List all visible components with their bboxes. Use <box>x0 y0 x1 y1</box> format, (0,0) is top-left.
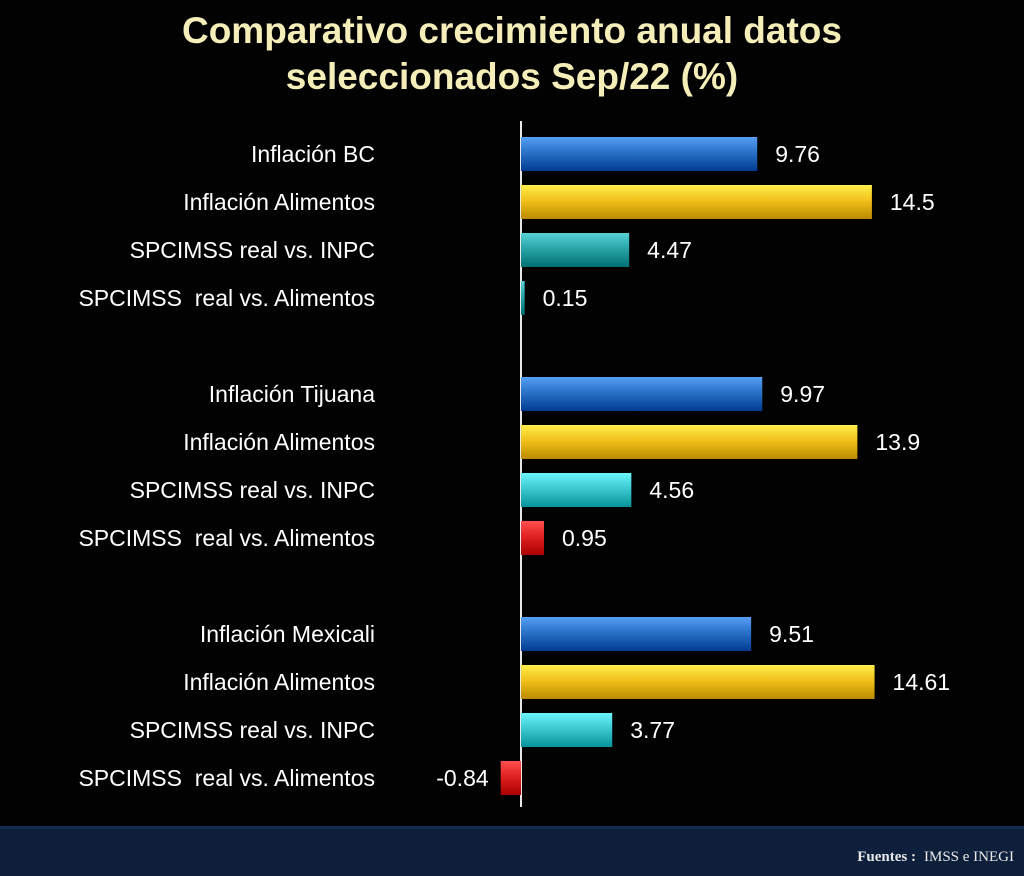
chart-title: Comparativo crecimiento anual datos sele… <box>0 8 1024 100</box>
category-label-2: Inflación Alimentos <box>183 189 375 215</box>
source-names: IMSS e INEGI <box>924 849 1014 865</box>
category-labels: Inflación BC Inflación Alimentos SPCIMSS r… <box>78 141 375 791</box>
value-label-3: 4.47 <box>647 237 692 263</box>
bar-9 <box>521 617 752 651</box>
value-label-4: 0.15 <box>543 285 588 311</box>
bar-10 <box>521 665 875 699</box>
bar-1 <box>521 137 758 171</box>
category-label-4: SPCIMSS real vs. Alimentos <box>78 285 375 311</box>
category-label-3: SPCIMSS real vs. INPC <box>130 237 375 263</box>
bar-12 <box>500 761 521 795</box>
bar-3 <box>521 233 630 267</box>
bar-11 <box>521 713 613 747</box>
value-label-8: 0.95 <box>562 525 607 551</box>
value-label-5: 9.97 <box>780 381 825 407</box>
value-labels: 9.76 14.5 4.47 0.15 9.97 13.9 4.56 0.95 9.51 14.6… <box>436 141 950 791</box>
bar-chart: Inflación BC Inflación Alimentos SPCIMSS r… <box>78 121 950 807</box>
category-label-7: SPCIMSS real vs. INPC <box>130 477 375 503</box>
value-label-7: 4.56 <box>649 477 694 503</box>
category-label-8: SPCIMSS real vs. Alimentos <box>78 525 375 551</box>
value-label-1: 9.76 <box>775 141 820 167</box>
category-label-12: SPCIMSS real vs. Alimentos <box>78 765 375 791</box>
chart-title-line-2: seleccionados Sep/22 (%) <box>285 56 739 97</box>
category-label-9: Inflación Mexicali <box>200 621 375 647</box>
value-label-2: 14.5 <box>890 189 935 215</box>
value-label-10: 14.61 <box>893 669 951 695</box>
bar-5 <box>521 377 763 411</box>
bar-4 <box>521 281 525 315</box>
bars-group <box>500 137 875 795</box>
category-label-5: Inflación Tijuana <box>209 381 375 407</box>
bar-6 <box>521 425 858 459</box>
category-label-10: Inflación Alimentos <box>183 669 375 695</box>
bar-7 <box>521 473 632 507</box>
chart-title-line-1: Comparativo crecimiento anual datos <box>181 10 842 51</box>
bar-2 <box>521 185 872 219</box>
source-note: Fuentes : IMSS e INEGI <box>857 849 1014 866</box>
bar-8 <box>521 521 544 555</box>
value-label-9: 9.51 <box>769 621 814 647</box>
value-label-6: 13.9 <box>875 429 920 455</box>
value-label-12: -0.84 <box>436 765 489 791</box>
footer-bar: Fuentes : IMSS e INEGI <box>0 826 1024 876</box>
category-label-11: SPCIMSS real vs. INPC <box>130 717 375 743</box>
category-label-6: Inflación Alimentos <box>183 429 375 455</box>
value-label-11: 3.77 <box>630 717 675 743</box>
source-label: Fuentes : <box>857 849 916 865</box>
category-label-1: Inflación BC <box>251 141 375 167</box>
